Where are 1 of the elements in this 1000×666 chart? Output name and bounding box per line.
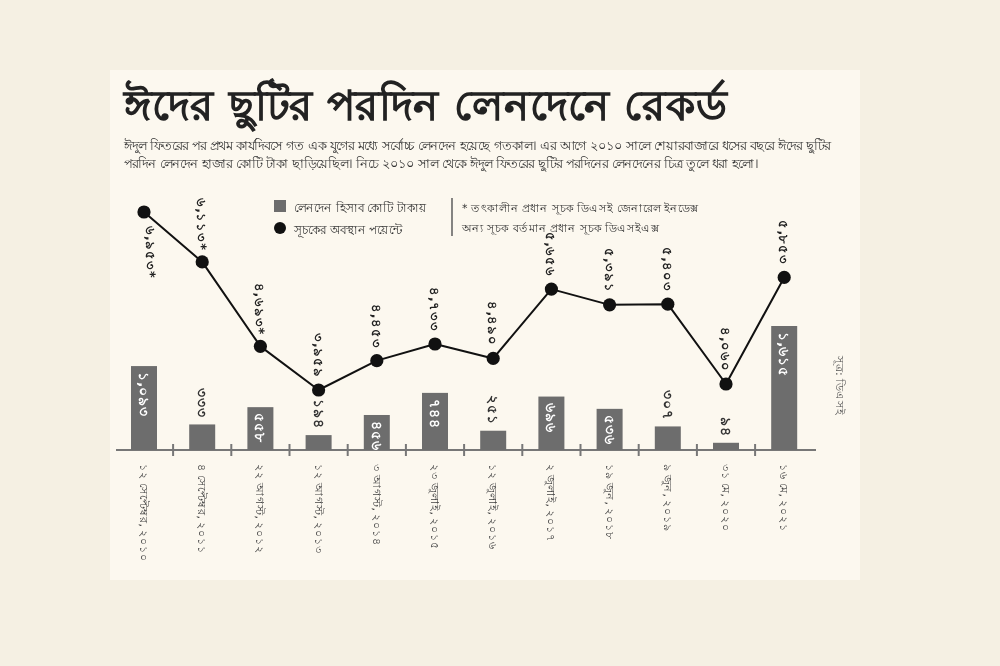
chart-title: ঈদের ছুটির পরদিন লেনদেনে রেকর্ড: [122, 78, 731, 132]
